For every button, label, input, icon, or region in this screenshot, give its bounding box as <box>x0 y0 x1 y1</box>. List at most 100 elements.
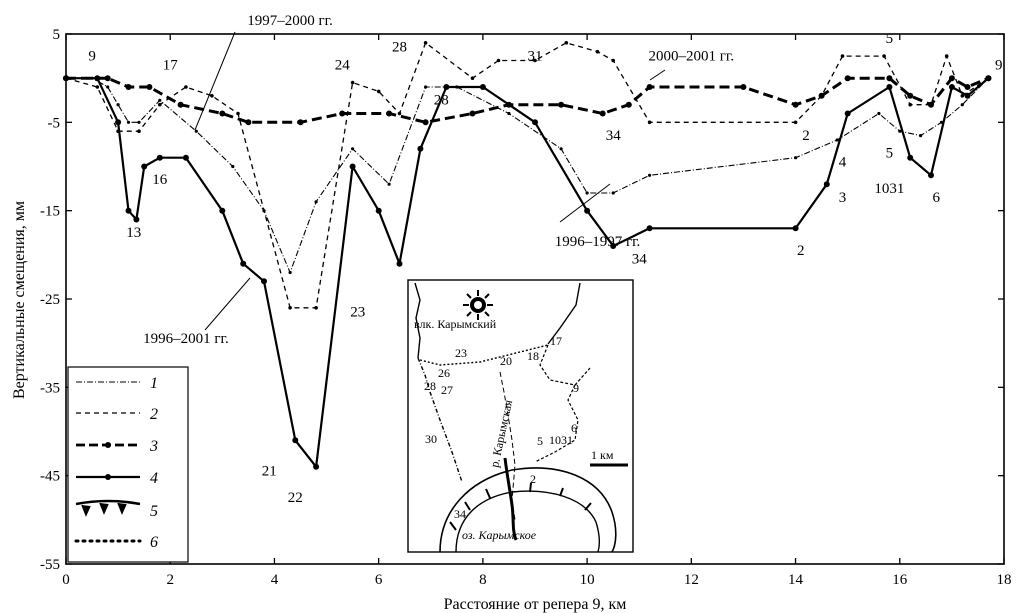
data-point <box>823 181 830 188</box>
legend-box <box>67 366 189 563</box>
point-annotation: 28 <box>434 93 449 109</box>
data-point <box>443 84 450 90</box>
map-frame <box>407 279 634 553</box>
x-tick-label: 12 <box>684 572 699 588</box>
legend-item-6: 6 <box>74 534 158 551</box>
data-point <box>115 119 122 126</box>
point-annotation: 17 <box>163 57 179 73</box>
point-annotation: 31 <box>528 49 543 65</box>
data-point <box>126 120 131 124</box>
point-annotation: 1996–2001 гг. <box>143 331 229 347</box>
data-point <box>585 191 589 195</box>
data-point <box>194 129 198 133</box>
data-point <box>339 110 346 117</box>
data-point <box>599 110 606 117</box>
data-point <box>792 101 799 108</box>
data-point <box>792 225 799 232</box>
data-point <box>646 84 653 90</box>
point-annotation: 1031 <box>874 181 904 197</box>
data-point <box>350 80 355 85</box>
data-point <box>907 92 914 99</box>
point-annotation: 5 <box>886 31 894 47</box>
data-point <box>219 207 226 214</box>
data-point <box>558 101 565 108</box>
map-label-23: 23 <box>455 346 467 360</box>
data-point <box>387 182 391 186</box>
y-tick-label: -15 <box>40 204 60 220</box>
data-point <box>646 225 653 232</box>
y-tick-label: -25 <box>40 292 60 308</box>
point-annotation: 28 <box>392 40 407 56</box>
leader-2000-2001 <box>649 69 666 81</box>
legend-item-2: 2 <box>76 406 158 423</box>
data-point <box>137 120 141 124</box>
data-point <box>647 120 652 125</box>
point-annotation: 23 <box>350 305 365 321</box>
map-label-26: 26 <box>438 366 450 380</box>
data-point <box>106 85 110 89</box>
point-annotation: 16 <box>152 172 168 188</box>
map-label-5: 5 <box>537 434 543 448</box>
data-point <box>840 54 845 58</box>
legend-label-5: 5 <box>150 503 158 520</box>
data-point <box>985 75 992 82</box>
y-tick-label: -5 <box>48 115 61 131</box>
data-point <box>423 41 428 45</box>
legend-label-2: 2 <box>150 406 158 423</box>
data-point <box>95 85 100 89</box>
point-annotation: 1997–2000 гг. <box>247 13 333 29</box>
y-axis-title: Вертикальные смещения, мм <box>11 201 28 399</box>
data-point <box>740 84 747 90</box>
data-point <box>158 102 162 107</box>
data-point <box>288 270 292 275</box>
legend-label-1: 1 <box>150 375 158 392</box>
point-annotation: 9 <box>995 57 1003 73</box>
series-2 <box>64 41 991 310</box>
data-point <box>533 58 537 63</box>
data-point <box>469 110 476 117</box>
data-point <box>313 463 320 470</box>
data-point <box>63 75 69 82</box>
map-drawing <box>414 282 617 553</box>
data-point <box>648 173 652 177</box>
data-point <box>125 207 132 214</box>
data-point <box>625 101 632 108</box>
map-label-27: 27 <box>441 383 453 397</box>
data-point <box>835 138 839 142</box>
axis-ticks: 0 2 4 6 8 10 12 14 16 185-5-15-25-35-45-55 <box>40 27 1012 588</box>
point-annotation: 9 <box>88 49 96 65</box>
x-tick-label: 10 <box>580 572 595 588</box>
data-point <box>960 103 964 107</box>
point-annotation: 2000–2001 гг. <box>648 49 734 65</box>
data-point <box>314 200 318 204</box>
data-point <box>397 111 402 116</box>
series-line-3 <box>66 76 989 124</box>
map-label-1031: 1031 <box>549 433 573 447</box>
y-tick-label: -55 <box>40 557 60 573</box>
data-point <box>948 75 955 82</box>
leader-1996-1997 <box>559 183 611 223</box>
data-point <box>944 54 949 58</box>
data-point <box>116 103 120 107</box>
data-point <box>396 260 403 267</box>
data-point <box>184 85 188 89</box>
point-annotation: 1996–1997 гг. <box>555 234 641 250</box>
data-point <box>479 84 486 90</box>
leader-1996-2001 <box>204 277 251 331</box>
x-tick-label: 8 <box>479 572 487 588</box>
point-annotation: 3 <box>839 190 847 206</box>
legend-item-1: 1 <box>76 375 158 392</box>
data-point <box>496 58 501 63</box>
data-point <box>928 172 934 179</box>
data-point <box>240 260 247 267</box>
point-annotation: 24 <box>335 57 351 73</box>
data-point <box>137 129 141 133</box>
legend-item-3: 3 <box>76 438 158 455</box>
point-annotation: 2 <box>802 128 810 144</box>
data-point <box>898 129 902 133</box>
period-leader-lines <box>194 31 666 331</box>
data-point <box>844 75 851 82</box>
series-line-2 <box>65 42 989 309</box>
data-point <box>844 110 851 117</box>
